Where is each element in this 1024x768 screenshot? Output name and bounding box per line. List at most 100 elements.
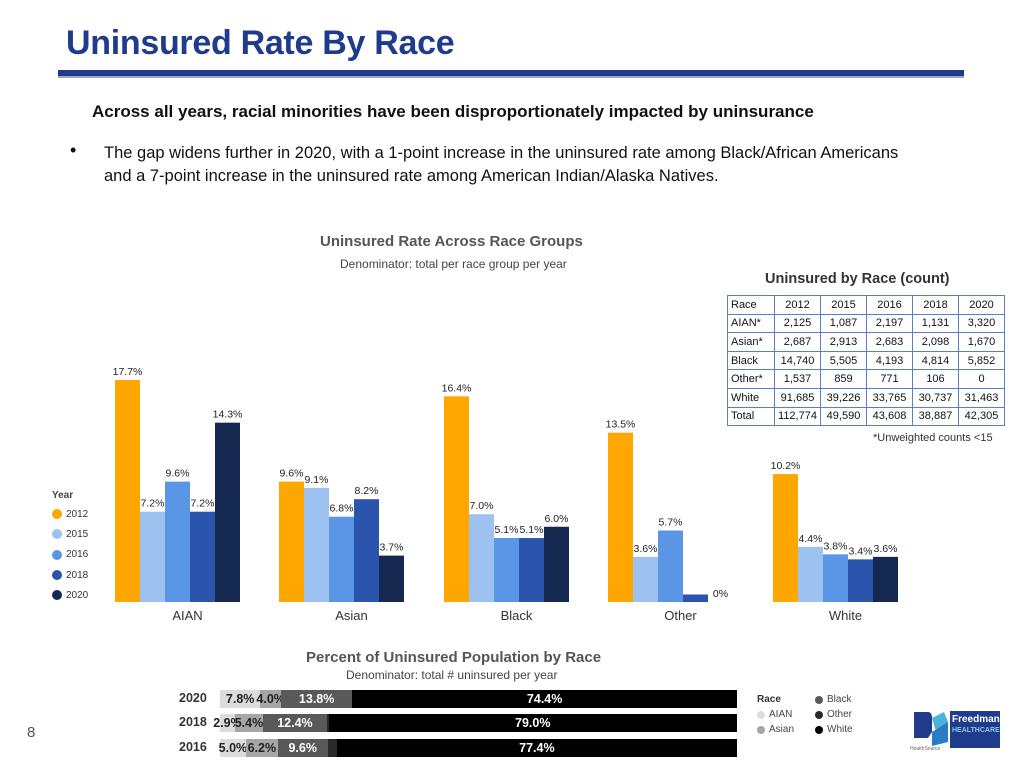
stacked-seg-white-2016: 77.4%: [336, 739, 737, 757]
bar-other-2016: [658, 530, 683, 602]
table-cell: 2015: [820, 295, 867, 315]
bar-chart-subtitle: Denominator: total per race group per ye…: [340, 257, 567, 271]
bar-asian-2020: [379, 555, 404, 602]
race-legend-dot-icon: [815, 695, 823, 704]
counts-table: Race 2012 2015 2016 2018 2020 AIAN* 2,125 1,087 2…: [727, 295, 1005, 427]
stacked-seg-black-2018: 12.4%: [262, 714, 327, 732]
legend-item-2016: 2016: [52, 545, 88, 565]
page-number: 8: [27, 724, 36, 741]
stacked-seg-asian-2020: 4.0%: [256, 690, 285, 708]
table-cell: 43,608: [866, 406, 913, 427]
table-cell: 1,670: [958, 332, 1005, 352]
table-cell: 2,125: [774, 313, 821, 334]
bar-label-aian-2015: 7.2%: [141, 498, 165, 510]
legend-item-2020: 2020: [52, 585, 88, 605]
bar-asian-2012: [279, 481, 304, 602]
table-cell: 859: [820, 369, 867, 389]
table-cell: 33,765: [866, 387, 913, 408]
legend-label: 2020: [66, 589, 89, 601]
bar-aian-2016: [165, 481, 190, 602]
bar-black-2020: [544, 526, 569, 602]
race-legend-item-other: Other: [815, 709, 875, 720]
race-legend-dot-icon: [757, 710, 765, 719]
stacked-seg-other-2016: [327, 739, 337, 757]
bar-asian-2018: [354, 499, 379, 602]
legend-dot-icon: [52, 570, 62, 581]
table-cell: 106: [912, 369, 959, 389]
bar-white-2012: [773, 474, 798, 602]
table-cell: 2,098: [912, 332, 959, 352]
bar-white-2018: [848, 559, 873, 602]
bar-label-white-2012: 10.2%: [771, 460, 801, 472]
stacked-seg-white-2018: 79.0%: [328, 714, 737, 732]
table-cell: White: [727, 387, 775, 408]
table-cell: 2,683: [866, 332, 913, 352]
freedman-logo-icon: [914, 712, 948, 746]
race-legend-title: Race: [757, 694, 781, 705]
table-cell: 2012: [774, 295, 821, 315]
bar-label-white-2018: 3.4%: [849, 545, 873, 557]
legend-item-2015: 2015: [52, 524, 88, 544]
bar-label-black-2020: 6.0%: [545, 513, 569, 525]
table-cell: Total: [727, 406, 775, 427]
bar-label-other-2015: 3.6%: [634, 543, 658, 555]
bar-label-asian-2015: 9.1%: [305, 474, 329, 486]
bar-label-black-2016: 5.1%: [495, 524, 519, 536]
stacked-chart-title: Percent of Uninsured Population by Race: [306, 649, 602, 666]
table-cell: 1,131: [912, 313, 959, 334]
table-row: Other* 1,537 859 771 106 0: [727, 369, 1005, 389]
bullet-dot-icon: •: [70, 140, 77, 160]
table-cell: Asian*: [727, 332, 775, 352]
bar-other-2015: [633, 556, 658, 602]
table-row: Total 112,774 49,590 43,608 38,887 42,305: [727, 406, 1005, 427]
bar-label-aian-2020: 14.3%: [213, 409, 243, 421]
bar-label-black-2018: 5.1%: [520, 524, 544, 536]
legend-dot-icon: [52, 549, 62, 560]
stacked-seg-black-2020: 13.8%: [280, 690, 353, 708]
stacked-seg-white-2020: 74.4%: [352, 690, 737, 708]
bar-black-2012: [444, 396, 469, 602]
race-legend: Race Black AIAN Other Asian White: [757, 694, 875, 735]
table-cell: 91,685: [774, 387, 821, 408]
table-cell: 2018: [912, 295, 959, 315]
race-legend-label: Other: [827, 709, 853, 720]
stacked-chart-subtitle: Denominator: total # uninsured per year: [346, 668, 558, 682]
bar-label-black-2012: 16.4%: [442, 382, 472, 394]
table-cell: 14,740: [774, 350, 821, 371]
race-legend-item-white: White: [815, 724, 875, 735]
bar-aian-2020: [215, 422, 240, 602]
stacked-seg-aian-2016: 5.0%: [218, 739, 248, 757]
category-label-white: White: [829, 608, 862, 623]
race-legend-label: Black: [827, 694, 852, 705]
stacked-row-2018: 2.9% 5.4% 12.4% 79.0%: [213, 714, 737, 732]
logo-tag: HealthSource: [910, 746, 941, 752]
table-row: Black 14,740 5,505 4,193 4,814 5,852: [727, 350, 1005, 371]
bar-label-black-2015: 7.0%: [470, 500, 494, 512]
stacked-seg-other-2018: [326, 714, 329, 732]
table-cell: 1,537: [774, 369, 821, 389]
bar-label-aian-2018: 7.2%: [191, 498, 215, 510]
table-row: AIAN* 2,125 1,087 2,197 1,131 3,320: [727, 313, 1005, 334]
bar-aian-2012: [115, 380, 140, 602]
bar-label-white-2015: 4.4%: [799, 533, 823, 545]
stacked-seg-asian-2016: 6.2%: [245, 739, 278, 757]
table-cell: 1,087: [820, 313, 867, 334]
category-label-aian: AIAN: [172, 608, 202, 623]
bar-other-2018: [683, 594, 708, 602]
race-legend-dot-icon: [757, 725, 765, 734]
table-cell: 0: [958, 369, 1005, 389]
race-legend-item-black: Black: [815, 694, 875, 705]
bar-asian-2016: [329, 516, 354, 602]
bar-white-2015: [798, 546, 823, 602]
bar-white-2020: [873, 556, 898, 602]
table-cell: 5,505: [820, 350, 867, 371]
bar-label-other-2012: 13.5%: [606, 419, 636, 431]
bar-white-2016: [823, 554, 848, 602]
table-row: Asian* 2,687 2,913 2,683 2,098 1,670: [727, 332, 1005, 352]
table-cell: Black: [727, 350, 775, 371]
logo-sub: HEALTHCARE: [952, 727, 1000, 734]
table-cell: 38,887: [912, 406, 959, 427]
category-label-other: Other: [664, 608, 697, 623]
race-legend-label: AIAN: [769, 709, 793, 720]
uninsured-rate-bar-chart: 17.7%7.2%9.6%7.2%14.3%AIAN9.6%9.1%6.8%8.…: [113, 366, 898, 623]
